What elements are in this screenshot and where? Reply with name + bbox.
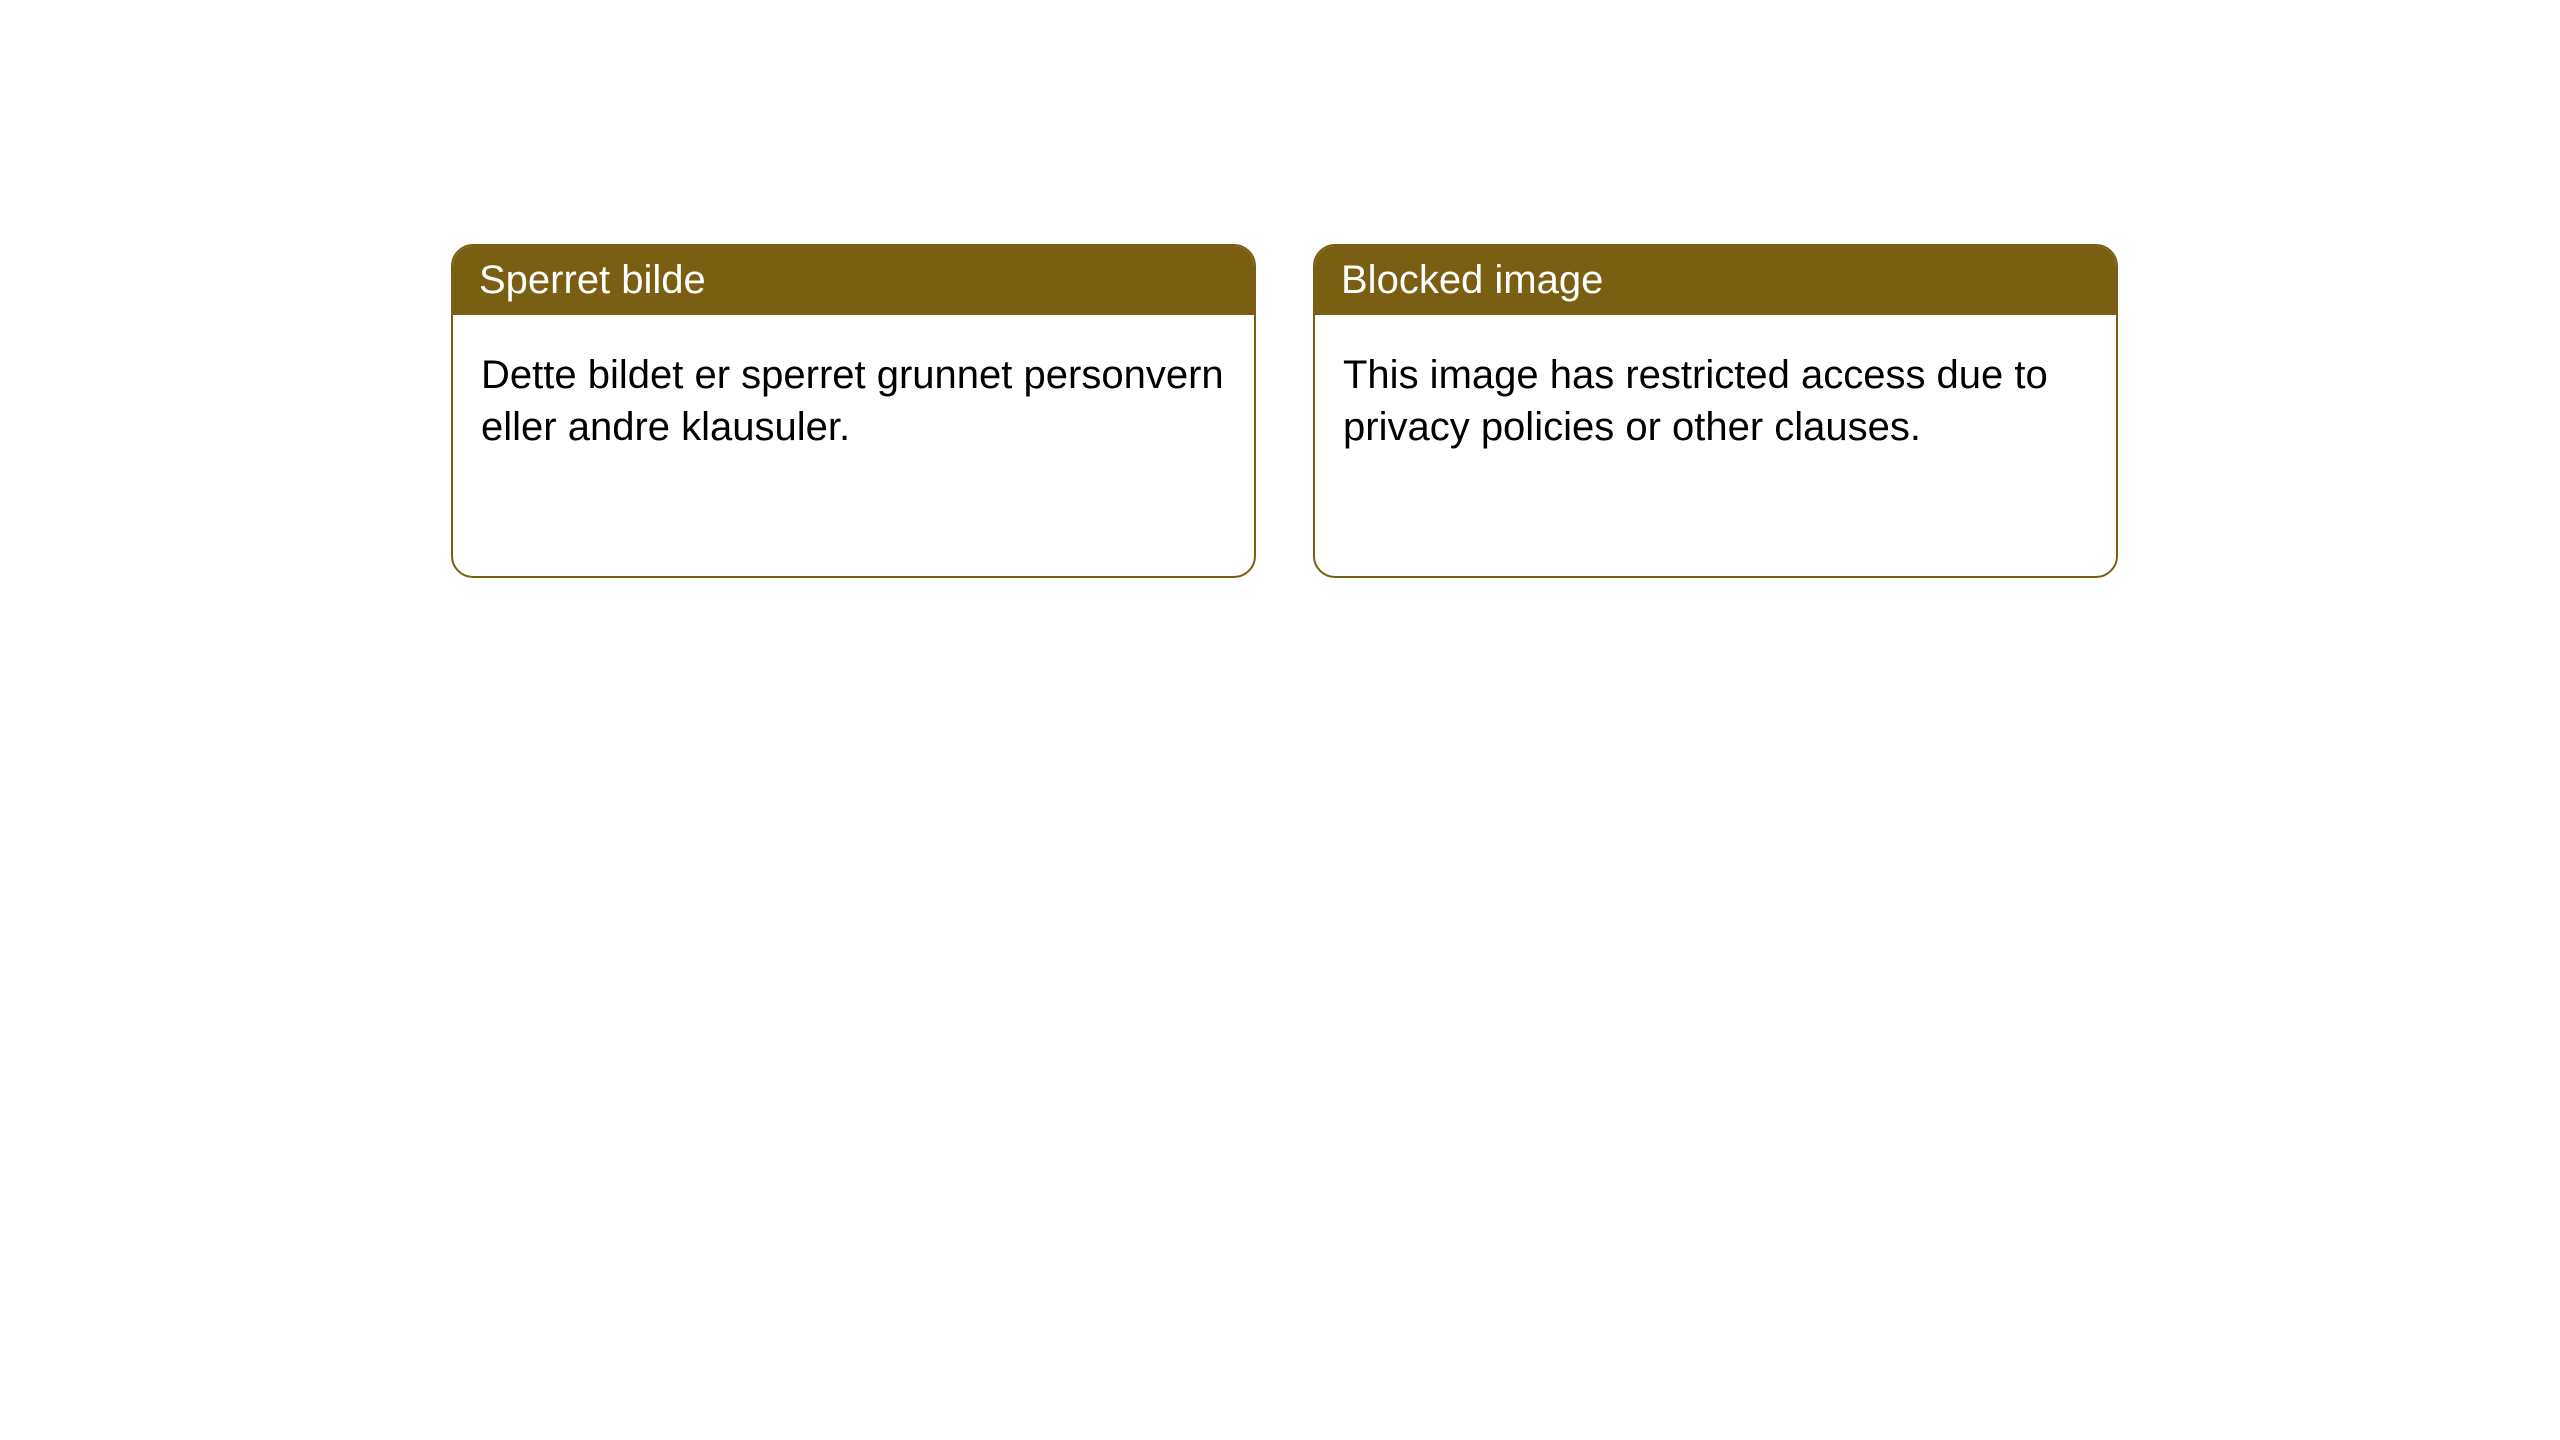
notice-body: Dette bildet er sperret grunnet personve… [453, 315, 1254, 481]
notice-card-norwegian: Sperret bilde Dette bildet er sperret gr… [451, 244, 1256, 578]
notice-header: Sperret bilde [453, 246, 1254, 315]
notice-text: This image has restricted access due to … [1343, 349, 2088, 453]
notice-body: This image has restricted access due to … [1315, 315, 2116, 481]
notice-card-english: Blocked image This image has restricted … [1313, 244, 2118, 578]
notice-container: Sperret bilde Dette bildet er sperret gr… [451, 244, 2118, 578]
notice-title: Sperret bilde [479, 258, 1228, 302]
notice-text: Dette bildet er sperret grunnet personve… [481, 349, 1226, 453]
notice-header: Blocked image [1315, 246, 2116, 315]
notice-title: Blocked image [1341, 258, 2090, 302]
